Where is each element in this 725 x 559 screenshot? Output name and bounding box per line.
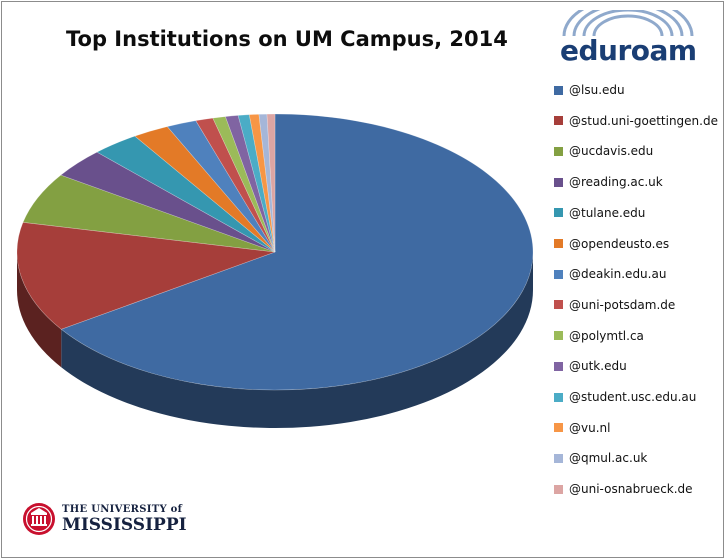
legend-item: @lsu.edu — [554, 82, 625, 98]
eduroam-logo: eduroam — [554, 2, 714, 68]
legend-item: @utk.edu — [554, 358, 627, 374]
legend-label: @qmul.ac.uk — [569, 451, 648, 466]
legend-label: @vu.nl — [569, 420, 611, 435]
legend-swatch — [554, 484, 563, 494]
legend-label: @reading.ac.uk — [569, 175, 663, 190]
pie-slice-1 — [16, 221, 276, 330]
legend-label: @tulane.edu — [569, 205, 646, 220]
pie-slice-10 — [237, 114, 276, 253]
legend-label: @deakin.edu.au — [569, 267, 667, 282]
pie-slice-11 — [248, 113, 276, 253]
pie-slice-3 — [60, 151, 276, 253]
legend-item: @reading.ac.uk — [554, 174, 663, 190]
eduroam-wordmark: eduroam — [560, 34, 697, 67]
legend-label: @uni-potsdam.de — [569, 297, 676, 312]
university-name-line1: THE UNIVERSITY of — [62, 504, 183, 515]
legend-swatch — [554, 331, 563, 341]
legend-label: @lsu.edu — [569, 83, 625, 97]
pie-slices — [16, 113, 534, 391]
legend-item: @deakin.edu.au — [554, 266, 666, 282]
pie-slice-7 — [195, 117, 276, 253]
pie-side-1 — [17, 252, 62, 368]
pie-slice-0 — [60, 113, 534, 391]
legend-label: @opendeusto.es — [569, 236, 670, 251]
legend-item: @stud.uni-goettingen.de — [554, 113, 718, 129]
legend-item: @uni-osnabrueck.de — [554, 481, 693, 497]
eduroam-prefix: edu — [560, 34, 618, 67]
legend-label: @utk.edu — [569, 359, 627, 374]
legend-label: @ucdavis.edu — [569, 144, 654, 159]
legend-item: @opendeusto.es — [554, 236, 669, 252]
pie-slice-5 — [134, 126, 276, 253]
legend-swatch — [554, 116, 563, 126]
legend-item: @qmul.ac.uk — [554, 450, 647, 466]
legend-swatch — [554, 208, 563, 218]
legend-item: @ucdavis.edu — [554, 143, 653, 159]
pie-slice-8 — [212, 116, 276, 253]
legend-swatch — [554, 392, 563, 402]
pie-slice-13 — [266, 113, 276, 253]
legend-label: @stud.uni-goettingen.de — [569, 113, 718, 128]
legend-item: @vu.nl — [554, 420, 610, 436]
chart-title: Top Institutions on UM Campus, 2014 — [66, 27, 508, 51]
university-logo: THE UNIVERSITY of MISSISSIPPI — [22, 496, 212, 546]
university-seal-icon — [23, 503, 55, 535]
pie-slice-2 — [22, 174, 276, 253]
legend-swatch — [554, 361, 563, 371]
legend-item: @student.usc.edu.au — [554, 389, 696, 405]
pie-slice-6 — [166, 120, 276, 253]
legend-swatch — [554, 177, 563, 187]
legend-label: @uni-osnabrueck.de — [569, 482, 693, 497]
pie-side-walls — [17, 252, 534, 428]
eduroam-suffix: roam — [617, 34, 697, 67]
legend-item: @tulane.edu — [554, 205, 645, 221]
legend-swatch — [554, 146, 563, 156]
legend-swatch — [554, 423, 563, 433]
legend-swatch — [554, 85, 563, 95]
legend-swatch — [554, 239, 563, 248]
legend-swatch — [554, 453, 563, 463]
legend-label: @student.usc.edu.au — [569, 390, 697, 404]
pie-side-0 — [61, 252, 534, 428]
pie-slice-9 — [224, 115, 276, 253]
pie-slice-4 — [96, 135, 276, 253]
legend-label: @polymtl.ca — [569, 328, 644, 343]
legend-swatch — [554, 269, 563, 279]
legend-item: @uni-potsdam.de — [554, 297, 675, 313]
legend-item: @polymtl.ca — [554, 328, 644, 344]
legend-swatch — [554, 300, 563, 310]
university-name-line2: MISSISSIPPI — [62, 515, 187, 535]
pie-slice-12 — [258, 113, 276, 253]
